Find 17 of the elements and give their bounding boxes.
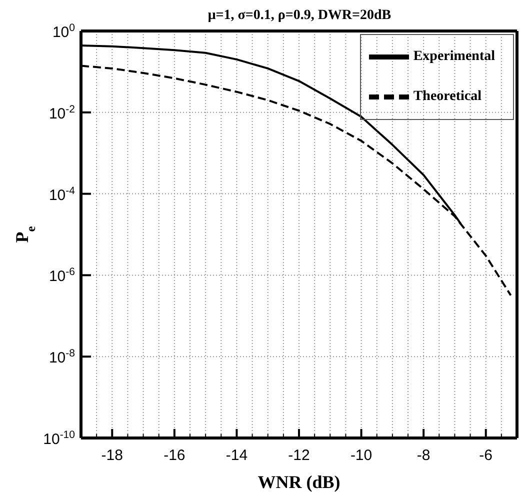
legend-label: Experimental bbox=[413, 49, 495, 64]
x-tick-label: -18 bbox=[101, 447, 123, 464]
x-tick-label: -8 bbox=[416, 447, 430, 464]
x-tick-label: -16 bbox=[164, 447, 186, 464]
x-tick-label: -10 bbox=[350, 447, 372, 464]
x-axis-title: WNR (dB) bbox=[258, 472, 340, 492]
y-tick-label: 10$^{-2}$ bbox=[48, 103, 76, 122]
x-tick-label: -12 bbox=[288, 447, 310, 464]
x-tick-label: -6 bbox=[479, 447, 493, 464]
legend-label: Theoretical bbox=[413, 89, 482, 104]
y-tick-label: 10$^{-8}$ bbox=[48, 348, 76, 367]
y-tick-label: 10$^{-4}$ bbox=[48, 184, 76, 204]
chart-title: μ=1, σ=0.1, ρ=0.9, DWR=20dB bbox=[206, 8, 392, 24]
x-tick-label: -14 bbox=[226, 447, 248, 464]
y-tick-label: 10$^{-10}$ bbox=[43, 429, 76, 448]
y-tick-label: 10$^{0}$ bbox=[52, 22, 76, 41]
y-tick-label: 10$^{-6}$ bbox=[48, 266, 76, 286]
